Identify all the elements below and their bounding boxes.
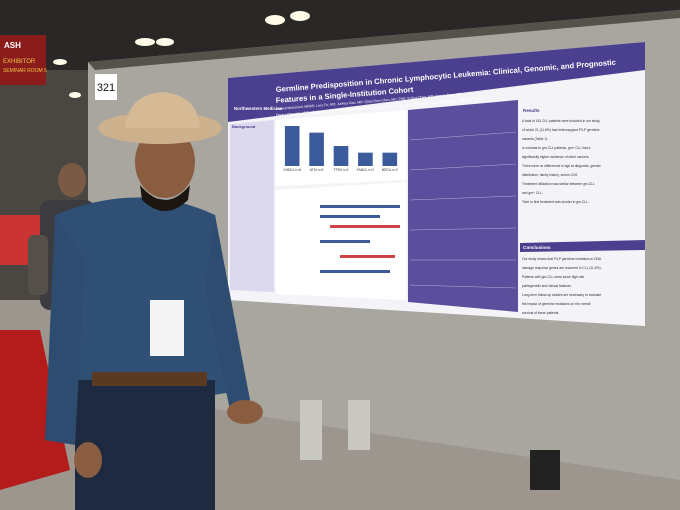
- poster-text-line: of which 21 (11.6%) had heterozygous P/L…: [522, 128, 600, 132]
- poster-logo: Northwestern Medicine: [234, 106, 283, 111]
- sign-brand: ASH: [4, 41, 21, 50]
- table-rows: [409, 131, 517, 289]
- background-column: [230, 120, 274, 292]
- section-heading: Conclusions: [523, 245, 551, 250]
- poster-bar-label: FANCL n=2: [357, 168, 375, 172]
- sign-text: SEMINAR ROOM 5: [3, 68, 47, 74]
- poster-text-line: Treatment utilization was similar betwee…: [522, 182, 595, 186]
- poster-bar-label: BRCA n=2: [382, 168, 398, 172]
- sign-text: EXHIBITOR: [3, 59, 36, 65]
- red-carpet: [0, 330, 70, 490]
- poster: Germline Predisposition in Chronic Lymph…: [228, 42, 645, 326]
- poster-bar-label: CHEK2 n=6: [283, 168, 301, 172]
- legs: [348, 400, 370, 450]
- conclusions-text: Our study shows that P/LP germline mutat…: [522, 257, 602, 315]
- board-number: 321: [97, 82, 115, 94]
- section-heading: Results: [523, 108, 540, 113]
- board-number-card: [95, 74, 117, 100]
- poster-text-line: Time to first treatment was shorter in g…: [522, 200, 589, 204]
- poster-text-line: and gm+ CLL.: [522, 191, 543, 195]
- legs: [530, 450, 560, 490]
- poster-text-line: Long-term follow-up studies are necessar…: [522, 293, 601, 297]
- board-frame: [88, 10, 680, 70]
- poster-bar-chart: CHEK2 n=6 ATM n=5 TP53 n=3 FANCL n=2 BRCA n=…: [283, 126, 398, 172]
- conclusions-bar: [520, 240, 645, 252]
- poster-bar-label: TP53 n=3: [334, 168, 349, 172]
- poster-text-line: In contrast to gm-CLL patients, gm+ CLL …: [522, 146, 591, 150]
- poster-bar: [309, 132, 324, 166]
- poster-text-line: significantly higher incidence of other …: [522, 155, 590, 159]
- heatmap-cells: [320, 205, 400, 273]
- poster-bar: [382, 152, 398, 166]
- ceiling-lights: [53, 11, 310, 98]
- poster-text-line: A total of 181 CLL patients were include…: [522, 119, 601, 123]
- poster-text-line: the impact of germline mutations on the …: [522, 302, 591, 306]
- sign: ASH EXHIBITOR SEMINAR ROOM 5: [0, 35, 47, 85]
- table-panel: [408, 100, 518, 312]
- poster-text-line: There were no differences in age at diag…: [522, 164, 602, 168]
- poster-bar-label: ATM n=5: [310, 168, 324, 172]
- poster-text-line: Patients with gm-CLL show some high-risk: [522, 275, 585, 279]
- section-heading: Background: [232, 124, 256, 129]
- presenter: [45, 92, 263, 510]
- poster-bar: [333, 146, 349, 166]
- poster-bar: [358, 152, 373, 166]
- poster-bar: [284, 126, 300, 166]
- results-text: A total of 181 CLL patients were include…: [522, 119, 602, 204]
- poster-text-line: damage response genes are recurrent in C…: [522, 266, 602, 270]
- poster-text-line: survival of these patients.: [522, 311, 559, 315]
- poster-header: [228, 42, 645, 122]
- poster-text-line: variants (Table 1).: [522, 137, 548, 141]
- poster-text-line: distribution, family history, serum LDH.: [522, 173, 578, 177]
- legs: [300, 400, 322, 460]
- poster-text-line: pathogenetic and clinical features.: [522, 284, 572, 288]
- poster-text-line: Our study shows that P/LP germline mutat…: [522, 257, 602, 261]
